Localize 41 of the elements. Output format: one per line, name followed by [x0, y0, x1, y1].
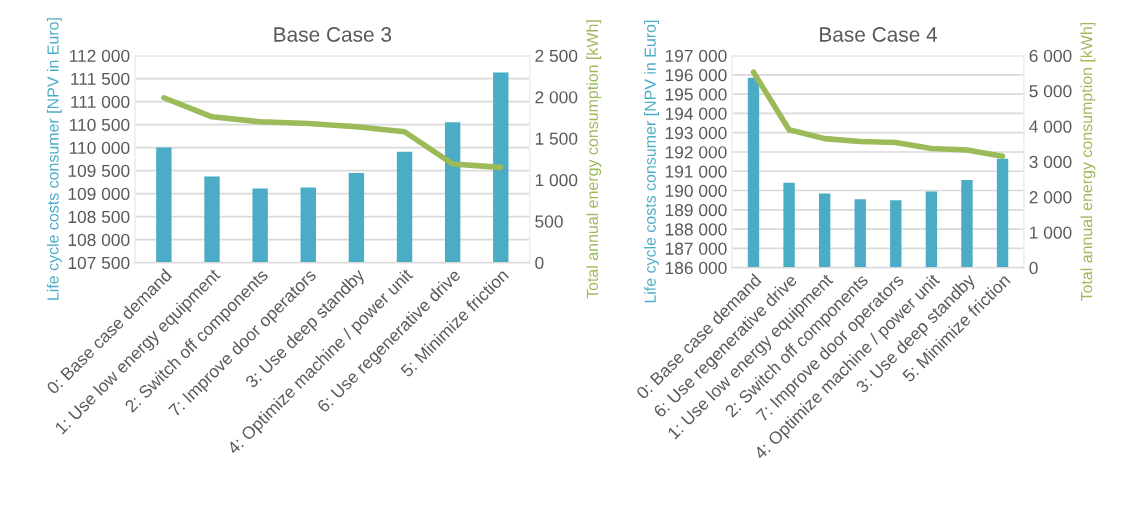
chart-title: Base Case 4 [820, 27, 938, 42]
y-tick-label: 192 000 [665, 146, 727, 159]
y2-tick-label: 2 000 [535, 91, 578, 104]
y-axis-title: Life cycle costs consumer [NPV in Euro] [46, 18, 62, 300]
y-tick-label: 194 000 [665, 107, 727, 120]
y2-tick-label: 500 [535, 215, 563, 228]
y-tick-label: 107 500 [68, 256, 130, 270]
y2-axis-title: Total annual energy consumption [kWh] [1080, 22, 1096, 302]
y-tick-label: 187 000 [665, 242, 727, 255]
y2-tick-label: 6 000 [1029, 49, 1072, 63]
y2-axis-title: Total annual energy consumption [kWh] [586, 20, 602, 299]
y2-tick-label: 0 [535, 256, 544, 270]
y-tick-label: 108 500 [68, 210, 130, 224]
y2-tick-label: 1 000 [535, 173, 578, 187]
y-tick-label: 108 000 [68, 233, 130, 247]
y2-tick-label: 1 500 [535, 132, 578, 145]
y-axis-title: Life cycle costs consumer [NPV in Euro] [644, 20, 659, 303]
y-tick-label: 195 000 [665, 88, 727, 101]
y2-tick-label: 2 500 [535, 49, 578, 63]
y2-tick-label: 2 000 [1029, 191, 1072, 204]
y-tick-label: 186 000 [665, 261, 727, 275]
y-tick-label: 111 000 [71, 95, 130, 109]
y-tick-label: 111 500 [71, 72, 130, 86]
y-tick-label: 110 500 [69, 118, 130, 132]
y-tick-label: 196 000 [665, 69, 727, 82]
y2-tick-label: 5 000 [1029, 85, 1072, 98]
y2-tick-label: 3 000 [1029, 155, 1072, 169]
y-tick-label: 109 000 [68, 187, 130, 201]
y-tick-label: 190 000 [665, 184, 727, 197]
y2-tick-label: 4 000 [1029, 120, 1072, 133]
chart-title: Base Case 3 [274, 27, 392, 42]
y-tick-label: 191 000 [665, 165, 727, 178]
y-tick-label: 188 000 [665, 223, 727, 236]
y-tick-label: 193 000 [665, 126, 727, 140]
y-tick-label: 112 000 [69, 49, 130, 63]
y-tick-label: 109 500 [68, 164, 130, 178]
y-tick-label: 189 000 [665, 203, 727, 217]
y2-tick-label: 0 [1029, 261, 1038, 275]
y-tick-label: 110 000 [69, 141, 130, 155]
y2-tick-label: 1 000 [1030, 226, 1072, 239]
y-tick-label: 197 000 [665, 49, 727, 63]
